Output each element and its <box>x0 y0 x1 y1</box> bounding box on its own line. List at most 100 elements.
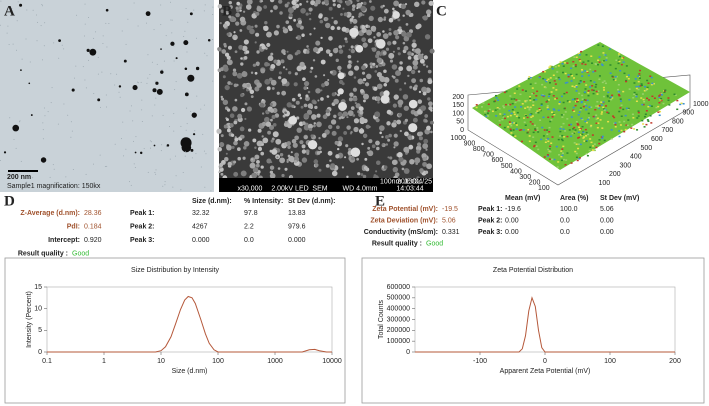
grain <box>274 113 280 118</box>
texture <box>513 113 516 116</box>
texture <box>572 109 575 112</box>
cell: 0.0 <box>244 237 254 244</box>
grain <box>226 55 231 60</box>
texture <box>578 158 581 160</box>
speck <box>9 117 11 119</box>
grain <box>338 116 342 120</box>
particle <box>105 8 109 12</box>
grain <box>294 152 300 158</box>
speck <box>174 155 176 157</box>
texture <box>627 107 630 110</box>
texture <box>660 92 663 95</box>
grain <box>349 21 353 24</box>
speck <box>0 159 1 161</box>
grain <box>307 48 310 51</box>
grain <box>229 123 234 128</box>
grain <box>240 62 244 66</box>
texture <box>541 83 544 86</box>
texture <box>626 124 629 127</box>
speck <box>186 107 188 109</box>
grain <box>270 63 276 69</box>
speck <box>193 9 195 11</box>
grain <box>262 137 269 144</box>
texture <box>564 72 567 75</box>
cell: 0.000 <box>288 237 306 244</box>
grain <box>324 17 329 21</box>
grain <box>291 105 295 108</box>
grain <box>350 45 354 49</box>
texture <box>653 97 656 99</box>
grain <box>377 16 384 23</box>
grain <box>221 49 227 54</box>
grain <box>320 97 324 101</box>
grain <box>417 54 424 60</box>
texture <box>519 93 522 96</box>
texture <box>587 94 590 97</box>
grain <box>295 36 298 39</box>
speck <box>106 46 108 48</box>
texture <box>610 137 613 140</box>
texture <box>521 140 524 143</box>
grain <box>416 149 421 154</box>
speck <box>161 69 163 71</box>
grain <box>362 42 368 48</box>
grain <box>404 3 408 6</box>
grain <box>373 36 376 39</box>
texture <box>498 108 501 110</box>
grain <box>356 60 359 63</box>
grain <box>335 47 339 51</box>
speck <box>15 147 17 149</box>
texture <box>595 114 598 117</box>
grain <box>364 157 368 161</box>
speck <box>82 66 84 68</box>
grain <box>310 134 314 138</box>
texture <box>640 97 643 99</box>
grain <box>321 133 327 138</box>
panel-label: D <box>4 193 15 209</box>
speck <box>20 160 22 162</box>
texture <box>546 154 549 156</box>
speck <box>42 122 44 124</box>
grain <box>315 40 321 46</box>
grain <box>232 68 237 72</box>
texture <box>516 88 519 90</box>
grain <box>342 114 346 118</box>
grain <box>421 86 427 93</box>
speck <box>50 102 52 104</box>
grain <box>264 78 271 85</box>
grain <box>337 65 342 71</box>
texture <box>560 155 563 158</box>
grain <box>422 63 426 67</box>
y-tick-label: 600000 <box>387 284 410 291</box>
texture <box>581 75 584 77</box>
texture <box>542 70 545 73</box>
texture <box>577 137 580 139</box>
grain <box>420 105 427 111</box>
texture <box>615 59 618 62</box>
grain <box>256 50 260 54</box>
grain <box>351 7 356 11</box>
texture <box>538 107 541 110</box>
surface-plot <box>467 42 691 186</box>
texture <box>561 71 564 74</box>
grain <box>288 13 293 18</box>
texture <box>554 83 557 85</box>
grain <box>367 150 374 157</box>
speck <box>61 44 63 46</box>
panel-label: E <box>375 193 385 209</box>
texture <box>660 99 663 102</box>
z-tick: 0 <box>460 127 464 134</box>
grain <box>233 120 238 125</box>
grain <box>430 130 433 134</box>
texture <box>643 90 646 92</box>
grain <box>265 121 272 127</box>
texture <box>646 79 649 82</box>
particle <box>97 98 101 102</box>
texture <box>562 158 565 161</box>
speck <box>53 168 55 170</box>
cell: 0.00 <box>600 217 614 224</box>
texture <box>511 108 514 111</box>
grain <box>287 154 291 158</box>
texture <box>620 63 623 66</box>
speck <box>137 81 139 83</box>
